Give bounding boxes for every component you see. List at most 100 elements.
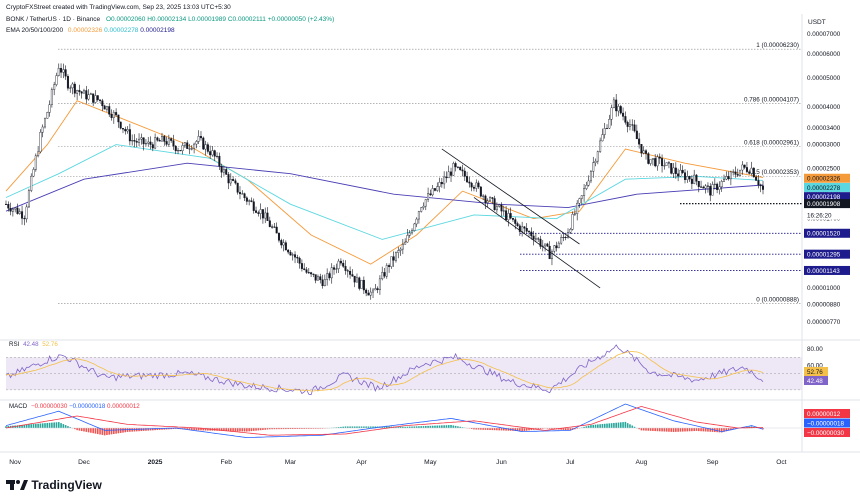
- candle-body: [323, 279, 326, 287]
- candle-body: [9, 207, 12, 212]
- candle-body: [537, 238, 540, 240]
- candle-body: [225, 169, 228, 175]
- candle-body: [585, 184, 588, 189]
- candle-body: [250, 200, 253, 202]
- candle-body: [495, 206, 498, 211]
- macd-histogram-bar: [470, 428, 473, 429]
- candle-body: [21, 211, 24, 219]
- candle-body: [25, 206, 28, 220]
- rsi-title: RSI: [9, 341, 20, 348]
- macd-histogram-bar: [44, 423, 46, 428]
- candle-body: [99, 99, 102, 101]
- candle-body: [654, 158, 657, 167]
- candle-body: [553, 245, 556, 252]
- support-tag-label: 0.00001295: [807, 251, 841, 258]
- macd-histogram-bar: [640, 428, 643, 431]
- macd-histogram-bar: [269, 428, 271, 430]
- macd-histogram-bar: [576, 428, 578, 429]
- candle-body: [461, 169, 464, 172]
- macd-histogram-bar: [727, 428, 730, 431]
- macd-histogram-bar: [35, 423, 37, 428]
- candle-body: [472, 186, 475, 189]
- candle-body: [257, 212, 260, 214]
- macd-histogram-bar: [291, 428, 294, 429]
- macd-label: MACD −0.00000030 −0.00000018 0.00000012: [9, 403, 140, 410]
- tradingview-logo: TradingView: [6, 478, 102, 492]
- macd-tag-label: 0.00000012: [807, 411, 841, 418]
- macd-histogram-bar: [498, 428, 500, 431]
- y-tick-label: 0.00003400: [807, 125, 841, 132]
- candle-body: [163, 135, 166, 142]
- candle-body: [394, 252, 397, 261]
- candle-body: [177, 150, 180, 152]
- candle-body: [505, 210, 508, 221]
- candle-body: [450, 171, 453, 176]
- candle-body: [704, 185, 707, 189]
- candle-body: [355, 277, 358, 283]
- candle-body: [34, 155, 37, 170]
- macd-histogram-bar: [99, 428, 101, 435]
- macd-histogram-bar: [46, 422, 49, 428]
- candle-body: [319, 276, 322, 281]
- candle-body: [378, 278, 381, 291]
- macd-histogram-bar: [294, 428, 296, 429]
- macd-histogram-bar: [615, 422, 617, 428]
- candle-body: [645, 150, 648, 154]
- macd-histogram-bar: [424, 425, 427, 428]
- candle-body: [43, 118, 46, 128]
- candle-body: [248, 200, 251, 202]
- macd-histogram-bar: [445, 425, 448, 428]
- candle-body: [612, 99, 615, 109]
- candle-body: [241, 193, 244, 195]
- macd-histogram-bar: [528, 428, 530, 431]
- candle-body: [571, 213, 574, 230]
- candle-body: [713, 183, 716, 185]
- macd-histogram-bar: [172, 428, 175, 430]
- macd-histogram-bar: [443, 425, 445, 428]
- macd-histogram-bar: [48, 422, 51, 428]
- candle-body: [172, 140, 175, 147]
- candle-body: [573, 213, 576, 215]
- candle-body: [229, 179, 232, 184]
- x-tick-label: Dec: [78, 459, 90, 466]
- macd-histogram-bar: [314, 428, 317, 429]
- macd-histogram-bar: [583, 426, 585, 428]
- macd-histogram-bar: [248, 428, 250, 432]
- macd-histogram-bar: [477, 428, 480, 430]
- ema-line-50: [5, 144, 764, 240]
- macd-histogram-bar: [429, 425, 432, 428]
- candle-body: [486, 200, 489, 203]
- macd-histogram-bar: [227, 428, 230, 432]
- candle-body: [413, 223, 416, 231]
- y-tick-label: 0.00002500: [807, 165, 841, 172]
- ohlc-low: L0.00001989: [188, 16, 227, 23]
- macd-histogram-bar: [418, 426, 420, 428]
- candle-body: [739, 169, 742, 176]
- ema200-value: 0.00002198: [140, 27, 175, 34]
- macd-histogram-bar: [468, 428, 471, 429]
- macd-histogram-bar: [672, 428, 675, 432]
- macd-histogram-bar: [193, 428, 195, 431]
- candle-body: [709, 186, 712, 196]
- candle-body: [144, 143, 147, 145]
- macd-histogram-bar: [165, 428, 168, 430]
- macd-histogram-bar: [652, 428, 654, 431]
- candle-body: [316, 276, 319, 281]
- candle-body: [736, 174, 739, 176]
- x-tick-label: Oct: [776, 459, 786, 466]
- macd-histogram-bar: [661, 428, 663, 432]
- candle-body: [147, 141, 150, 144]
- candle-body: [76, 90, 79, 94]
- macd-histogram-bar: [257, 428, 260, 431]
- macd-histogram-bar: [16, 425, 19, 428]
- macd-histogram-bar: [236, 428, 239, 432]
- candle-body: [424, 199, 427, 207]
- candle-body: [216, 155, 219, 157]
- candle-body: [328, 273, 331, 279]
- macd-histogram-bar: [686, 428, 689, 432]
- support-tag-label: 0.00001520: [807, 231, 841, 238]
- macd-histogram-bar: [202, 428, 205, 431]
- candle-body: [693, 174, 696, 184]
- macd-histogram-bar: [287, 428, 289, 430]
